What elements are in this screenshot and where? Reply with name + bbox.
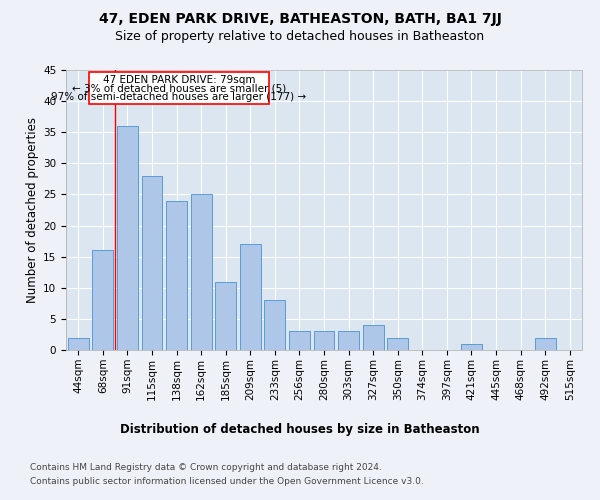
- Bar: [142, 176, 163, 350]
- Text: Contains HM Land Registry data © Crown copyright and database right 2024.: Contains HM Land Registry data © Crown c…: [30, 462, 382, 471]
- Text: Size of property relative to detached houses in Batheaston: Size of property relative to detached ho…: [115, 30, 485, 43]
- Bar: [362, 325, 383, 350]
- Bar: [240, 244, 261, 350]
- Bar: [314, 332, 334, 350]
- Bar: [338, 332, 359, 350]
- Bar: [92, 250, 113, 350]
- Y-axis label: Number of detached properties: Number of detached properties: [26, 117, 39, 303]
- Text: 47 EDEN PARK DRIVE: 79sqm: 47 EDEN PARK DRIVE: 79sqm: [103, 75, 255, 85]
- Bar: [265, 300, 286, 350]
- Bar: [215, 282, 236, 350]
- Text: Contains public sector information licensed under the Open Government Licence v3: Contains public sector information licen…: [30, 478, 424, 486]
- Text: 97% of semi-detached houses are larger (177) →: 97% of semi-detached houses are larger (…: [52, 92, 307, 102]
- Bar: [387, 338, 408, 350]
- Bar: [117, 126, 138, 350]
- Bar: [535, 338, 556, 350]
- Bar: [461, 344, 482, 350]
- Bar: [166, 200, 187, 350]
- Bar: [289, 332, 310, 350]
- Bar: [191, 194, 212, 350]
- Bar: [68, 338, 89, 350]
- Bar: [89, 72, 269, 104]
- Text: 47, EDEN PARK DRIVE, BATHEASTON, BATH, BA1 7JJ: 47, EDEN PARK DRIVE, BATHEASTON, BATH, B…: [98, 12, 502, 26]
- Text: ← 3% of detached houses are smaller (5): ← 3% of detached houses are smaller (5): [72, 83, 286, 93]
- Text: Distribution of detached houses by size in Batheaston: Distribution of detached houses by size …: [120, 422, 480, 436]
